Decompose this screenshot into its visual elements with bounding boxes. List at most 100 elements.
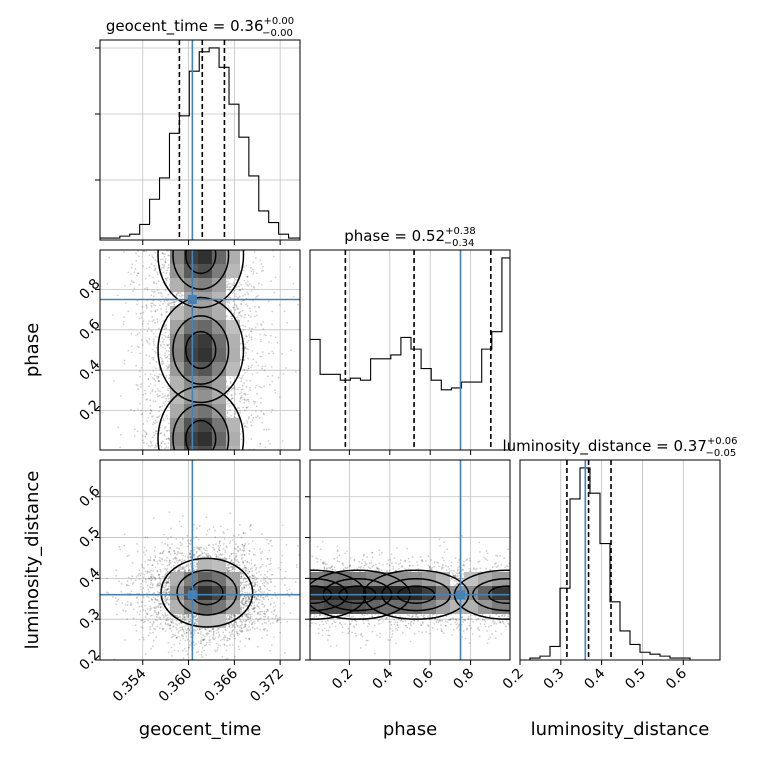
scatter-point	[234, 620, 237, 623]
scatter-point	[156, 584, 159, 586]
scatter-point	[164, 597, 167, 599]
scatter-point	[157, 395, 160, 397]
scatter-point	[237, 560, 240, 563]
scatter-point	[209, 555, 212, 558]
scatter-point	[233, 625, 236, 628]
scatter-point	[162, 360, 164, 363]
scatter-point	[243, 577, 245, 580]
scatter-point	[202, 634, 205, 637]
scatter-point	[269, 559, 272, 562]
scatter-point	[249, 389, 252, 391]
title-main: geocent_time = 0.36	[106, 17, 264, 36]
scatter-point	[167, 537, 169, 540]
scatter-point	[234, 558, 236, 561]
scatter-point	[147, 322, 149, 325]
scatter-point	[244, 282, 247, 284]
scatter-point	[242, 324, 244, 327]
scatter-point	[244, 392, 246, 395]
scatter-point	[244, 532, 247, 535]
scatter-point	[232, 614, 235, 617]
scatter-point	[215, 555, 218, 558]
scatter-point	[167, 422, 170, 425]
scatter-point	[246, 335, 248, 338]
scatter-point	[261, 367, 263, 370]
scatter-point	[159, 308, 162, 310]
scatter-point	[136, 274, 139, 277]
scatter-point	[139, 585, 142, 588]
scatter-point	[263, 333, 266, 336]
scatter-point	[149, 628, 152, 631]
scatter-point	[250, 414, 253, 417]
title-sup: +0.06	[707, 436, 738, 447]
scatter-point	[143, 567, 145, 570]
scatter-point	[168, 559, 171, 562]
scatter-point	[122, 251, 125, 254]
scatter-point	[256, 611, 259, 614]
scatter-point	[152, 291, 155, 293]
scatter-point	[235, 621, 237, 624]
scatter-point	[154, 578, 156, 581]
scatter-point	[149, 373, 152, 376]
scatter-point	[272, 255, 275, 258]
scatter-point	[248, 327, 251, 329]
scatter-point	[136, 430, 139, 433]
scatter-point	[189, 552, 192, 555]
scatter-point	[231, 565, 234, 568]
scatter-point	[151, 599, 154, 601]
scatter-point	[243, 368, 246, 371]
scatter-point	[228, 405, 231, 408]
scatter-point	[159, 344, 162, 347]
scatter-point	[247, 583, 250, 586]
scatter-point	[240, 606, 243, 609]
scatter-point	[169, 624, 171, 627]
scatter-point	[260, 340, 262, 343]
scatter-point	[148, 385, 150, 388]
scatter-point	[293, 660, 295, 662]
scatter-point	[217, 627, 220, 630]
scatter-point	[230, 633, 232, 636]
scatter-point	[251, 268, 254, 271]
scatter-point	[166, 567, 169, 570]
scatter-point	[165, 597, 168, 600]
scatter-point	[212, 634, 215, 637]
scatter-point	[165, 296, 167, 299]
scatter-point	[231, 623, 234, 626]
scatter-point	[252, 271, 255, 273]
scatter-point	[119, 433, 122, 436]
scatter-point	[157, 584, 160, 587]
scatter-point	[250, 336, 253, 339]
scatter-point	[164, 261, 167, 264]
scatter-point	[143, 551, 145, 554]
scatter-point	[278, 304, 281, 306]
scatter-point	[168, 438, 171, 441]
scatter-point	[162, 402, 165, 404]
scatter-point	[142, 265, 144, 267]
scatter-point	[226, 285, 229, 288]
scatter-point	[249, 379, 252, 382]
scatter-point	[227, 566, 230, 569]
scatter-point	[159, 583, 162, 586]
scatter-point	[256, 627, 259, 630]
scatter-point	[141, 591, 144, 594]
scatter-point	[161, 386, 164, 389]
scatter-point	[231, 397, 234, 400]
scatter-point	[182, 618, 184, 621]
scatter-point	[161, 252, 164, 255]
scatter-point	[159, 343, 162, 346]
scatter-point	[133, 281, 135, 284]
scatter-point	[154, 446, 156, 449]
scatter-point	[246, 572, 249, 574]
scatter-point	[235, 306, 238, 309]
scatter-point	[153, 434, 155, 437]
scatter-point	[231, 629, 234, 632]
x-tick-label: 0.5	[622, 666, 649, 693]
scatter-point	[156, 308, 159, 311]
scatter-point	[136, 384, 139, 387]
scatter-point	[175, 628, 178, 631]
scatter-point	[218, 549, 221, 552]
scatter-point	[247, 608, 250, 611]
scatter-point	[216, 629, 218, 632]
scatter-point	[221, 638, 224, 641]
density-cell	[226, 264, 240, 278]
scatter-point	[146, 398, 148, 401]
